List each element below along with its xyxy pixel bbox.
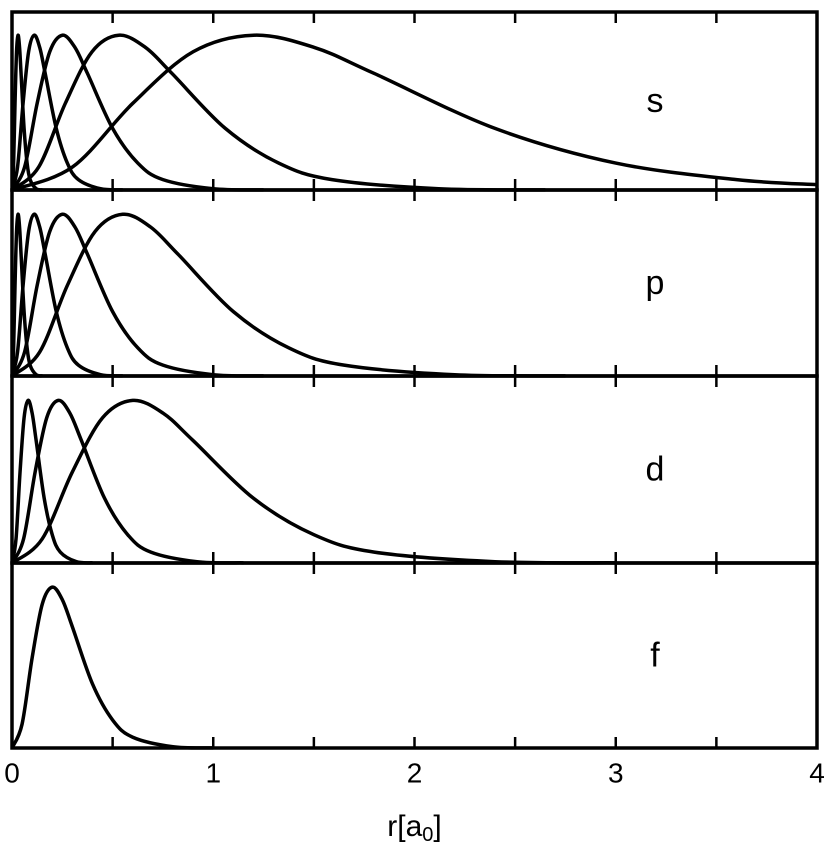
curve <box>12 398 244 565</box>
x-tick-label: 2 <box>407 757 423 788</box>
x-axis-label-part: 0 <box>422 824 433 846</box>
curve <box>12 398 93 565</box>
x-tick-label: 1 <box>205 757 221 788</box>
curve <box>12 33 123 192</box>
curve <box>12 585 214 750</box>
panel-label: s <box>647 82 664 120</box>
curve <box>12 212 566 378</box>
x-tick-label: 4 <box>809 757 825 788</box>
curve <box>12 33 264 192</box>
curve <box>12 212 264 378</box>
curve <box>12 212 123 378</box>
curve <box>12 398 616 565</box>
curve <box>12 33 546 192</box>
x-axis-label: r[a0] <box>387 810 441 846</box>
panel-label: d <box>646 450 665 488</box>
panel-frame <box>10 561 819 750</box>
panel-label: f <box>650 636 660 674</box>
panel-frame <box>10 374 819 565</box>
curve <box>12 33 43 192</box>
curve <box>12 33 817 192</box>
x-axis-label-part: ] <box>433 810 441 843</box>
x-tick-label: 0 <box>4 757 20 788</box>
curve <box>12 212 43 378</box>
panel-label: p <box>646 264 665 302</box>
x-axis-label-part: r[a <box>387 810 422 843</box>
x-tick-label: 3 <box>608 757 624 788</box>
